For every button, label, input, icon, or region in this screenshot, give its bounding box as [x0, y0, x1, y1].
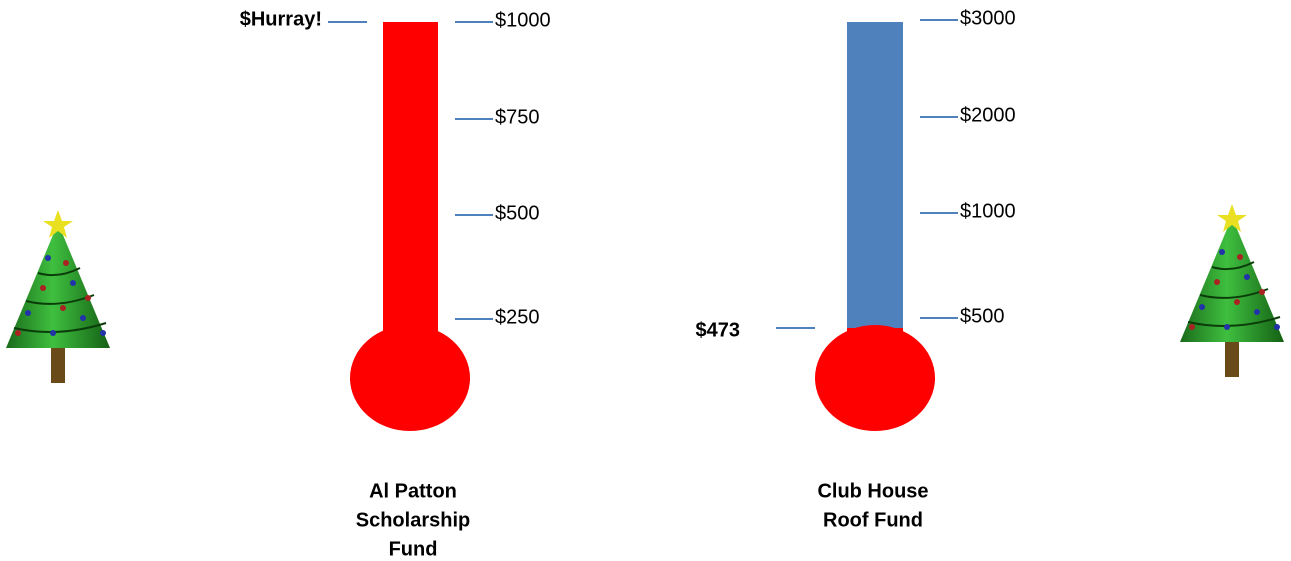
tick-label: $1000: [495, 9, 551, 31]
thermometer: $473: [696, 22, 936, 431]
tick-label: $750: [495, 106, 540, 128]
fund-name: Al Patton: [369, 480, 457, 502]
tick-label: $3000: [960, 7, 1016, 29]
bulb: [815, 325, 935, 431]
tick-label: $250: [495, 306, 540, 328]
thermometer: $Hurray!: [240, 8, 470, 431]
tree-icon: [1180, 204, 1284, 377]
marker-label: $Hurray!: [240, 8, 322, 30]
marker-label: $473: [696, 319, 741, 341]
fund-name: Scholarship: [356, 509, 470, 531]
fund-name: Roof Fund: [823, 509, 923, 531]
tick-label: $1000: [960, 200, 1016, 222]
tick-label: $500: [960, 305, 1005, 327]
bulb: [350, 325, 470, 431]
page: $Hurray! $473 $1000 $750 $500 $250 Al Patton…: [0, 0, 1291, 561]
fund-name: Fund: [389, 538, 438, 560]
tree-icon: [6, 210, 110, 383]
fund-name: Club House: [817, 480, 928, 502]
tick-label: $2000: [960, 104, 1016, 126]
tube-empty: [847, 22, 903, 328]
tube-fill: [383, 22, 438, 342]
tick-label: $500: [495, 202, 540, 224]
